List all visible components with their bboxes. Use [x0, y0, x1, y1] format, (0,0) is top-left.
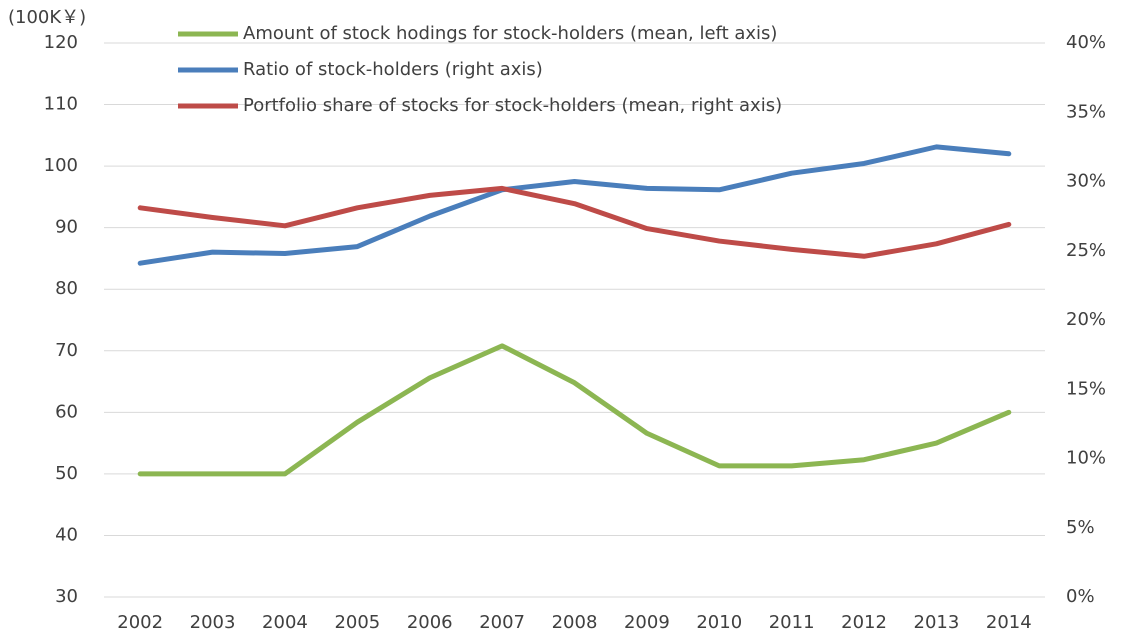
y-axis-label: (100K￥) [8, 7, 86, 28]
x-tick-label: 2010 [696, 612, 742, 633]
y-tick-label: 100 [44, 155, 78, 176]
series-line [137, 343, 1012, 477]
y2-tick-label: 5% [1066, 517, 1095, 538]
x-tick-label: 2013 [914, 612, 960, 633]
y-tick-label: 120 [44, 32, 78, 53]
y2-tick-label: 40% [1066, 32, 1106, 53]
y-tick-label: 70 [55, 340, 78, 361]
y-tick-label: 40 [55, 524, 78, 545]
x-tick-label: 2004 [262, 612, 308, 633]
y2-tick-label: 20% [1066, 309, 1106, 330]
y2-tick-label: 15% [1066, 378, 1106, 399]
y-tick-label: 50 [55, 463, 78, 484]
y-tick-label: 60 [55, 401, 78, 422]
x-tick-label: 2002 [117, 612, 163, 633]
x-tick-label: 2006 [407, 612, 453, 633]
y2-tick-label: 0% [1066, 586, 1095, 607]
x-tick-label: 2011 [769, 612, 815, 633]
series-line [137, 185, 1012, 259]
y2-tick-label: 35% [1066, 101, 1106, 122]
x-tick-label: 2009 [624, 612, 670, 633]
y-tick-label: 30 [55, 586, 78, 607]
y2-tick-label: 25% [1066, 240, 1106, 261]
legend-label: Ratio of stock-holders (right axis) [243, 59, 543, 80]
y-tick-label: 80 [55, 278, 78, 299]
x-tick-label: 2008 [552, 612, 598, 633]
x-tick-label: 2014 [986, 612, 1032, 633]
series-line [137, 144, 1012, 266]
legend-label: Amount of stock hodings for stock-holder… [243, 23, 777, 44]
x-tick-label: 2012 [841, 612, 887, 633]
y2-tick-label: 10% [1066, 448, 1106, 469]
legend-label: Portfolio share of stocks for stock-hold… [243, 95, 782, 116]
y-tick-label: 90 [55, 217, 78, 238]
x-tick-label: 2007 [479, 612, 525, 633]
y2-tick-label: 30% [1066, 171, 1106, 192]
x-tick-label: 2005 [334, 612, 380, 633]
y-tick-label: 110 [44, 94, 78, 115]
x-tick-label: 2003 [190, 612, 236, 633]
